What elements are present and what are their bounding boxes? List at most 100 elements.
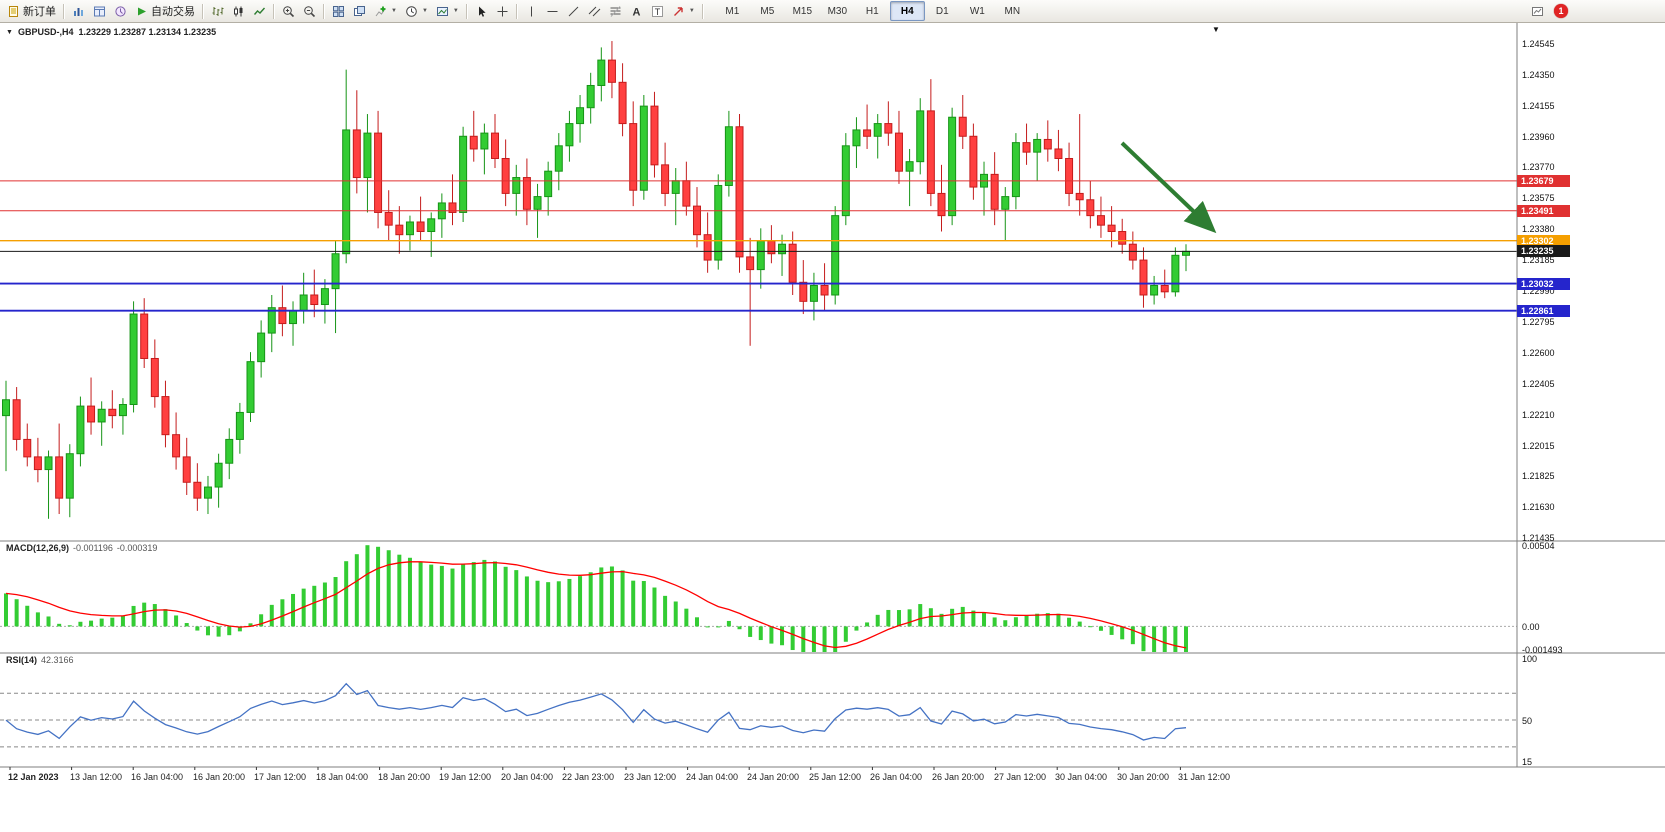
candlestick-series (2, 41, 1190, 519)
dropdown-arrow-icon: ▼ (688, 8, 695, 14)
new-order-button[interactable]: 新订单 (3, 1, 60, 22)
bars-icon (212, 6, 224, 16)
chart-window[interactable]: ▼ GBPUSD-,H4 1.23229 1.23287 1.23134 1.2… (0, 22, 1665, 832)
candle (1022, 142, 1031, 153)
market-watch-button[interactable] (68, 1, 89, 22)
candle (97, 408, 106, 423)
candle (23, 438, 32, 458)
macd-histogram (4, 545, 1188, 652)
fibonacci-button[interactable] (605, 1, 626, 22)
candle (1139, 259, 1148, 296)
dropdown-arrow-icon: ▼ (421, 8, 428, 14)
timeframe-h1-button[interactable]: H1 (865, 5, 879, 17)
candle (937, 192, 946, 217)
candle (289, 310, 298, 325)
macd-label: MACD(12,26,9) -0.001196 -0.000319 (6, 543, 157, 553)
zoom-out-button[interactable] (299, 1, 320, 22)
timeframe-m15-button[interactable]: M15 (792, 5, 813, 17)
autotrading-button[interactable]: 自动交易 (131, 1, 199, 22)
candle (299, 294, 308, 312)
candle (799, 281, 808, 302)
candle (661, 164, 670, 194)
toolbar-separator (202, 3, 204, 19)
cascade-icon (354, 5, 365, 16)
timeframe-d1-button[interactable]: D1 (935, 5, 949, 17)
toolbar-separator (465, 3, 468, 19)
candle (267, 307, 276, 334)
candle (544, 170, 553, 198)
candle (916, 110, 925, 163)
data-window-button[interactable] (89, 1, 110, 22)
candle (1011, 142, 1020, 198)
candle (948, 116, 957, 217)
candle (894, 132, 903, 172)
periods-button[interactable]: ▼ (401, 1, 432, 22)
crosshair-button[interactable] (492, 1, 513, 22)
notification-badge[interactable]: 1 (1554, 4, 1568, 18)
candle (873, 123, 882, 137)
candle (12, 399, 21, 440)
candle (1054, 148, 1063, 159)
navigator-button[interactable] (110, 1, 131, 22)
zoom-in-icon (283, 5, 295, 17)
candle (756, 240, 765, 271)
timeframe-m30-button[interactable]: M30 (827, 5, 848, 17)
candle (384, 211, 393, 226)
candlestick-chart-button[interactable] (228, 1, 249, 22)
line-chart-button[interactable] (249, 1, 270, 22)
candle (533, 196, 542, 210)
horizontal-line-button[interactable] (542, 1, 563, 22)
label-button[interactable]: T (647, 1, 668, 22)
one-click-collapse-icon[interactable]: ▼ (1212, 25, 1220, 34)
trendline-button[interactable] (563, 1, 584, 22)
vertical-line-button[interactable] (521, 1, 542, 22)
clock-icon (406, 5, 417, 17)
candle (586, 84, 595, 109)
candle (990, 173, 999, 210)
rsi-value: 42.3166 (41, 655, 74, 665)
timeframe-m5-button[interactable]: M5 (760, 5, 775, 17)
candle (448, 202, 457, 213)
candle (1001, 196, 1010, 210)
mini-chart-button[interactable] (1527, 1, 1548, 22)
toolbar: 新订单 自动交易 ▼ ▼ ▼ A T ▼ M1 M5 M15 M30 H1 H4 D1 W1 MN 1 (0, 0, 1665, 23)
candle (778, 243, 787, 255)
symbol-title: GBPUSD-,H4 (17, 27, 74, 37)
candle (597, 59, 606, 86)
zoom-in-button[interactable] (278, 1, 299, 22)
candle (2, 399, 10, 417)
symbol-dropdown-icon[interactable]: ▼ (6, 28, 13, 36)
candle (926, 110, 935, 194)
trend-arrow-object[interactable] (1120, 141, 1217, 234)
tile-windows-button[interactable] (328, 1, 349, 22)
cascade-windows-button[interactable] (349, 1, 370, 22)
text-button[interactable]: A (626, 1, 647, 22)
bar-chart-button[interactable] (207, 1, 228, 22)
candle (150, 357, 159, 398)
indicators-button[interactable]: ▼ (370, 1, 401, 22)
cursor-button[interactable] (471, 1, 492, 22)
textA-icon: A (632, 6, 640, 18)
channel-button[interactable] (584, 1, 605, 22)
candle (724, 126, 733, 186)
toolbar-separator (515, 3, 518, 19)
timeframe-m1-button[interactable]: M1 (725, 5, 740, 17)
textT-icon: T (651, 5, 663, 17)
timeframe-mn-button[interactable]: MN (1004, 5, 1021, 17)
toolbar-separator (323, 3, 325, 19)
candle (416, 221, 425, 233)
toolbar-right: 1 (1527, 1, 1665, 22)
candle (788, 243, 797, 283)
timeframe-w1-button[interactable]: W1 (969, 5, 985, 17)
candle (554, 145, 563, 172)
arrows-button[interactable]: ▼ (668, 1, 699, 22)
candle (969, 135, 978, 188)
toolbar-separator (701, 3, 704, 19)
templates-button[interactable]: ▼ (432, 1, 463, 22)
candle (225, 438, 234, 464)
crosshair-icon (497, 6, 508, 16)
timeframe-h4-button[interactable]: H4 (889, 1, 925, 21)
candle (76, 405, 85, 455)
candle (55, 456, 64, 499)
